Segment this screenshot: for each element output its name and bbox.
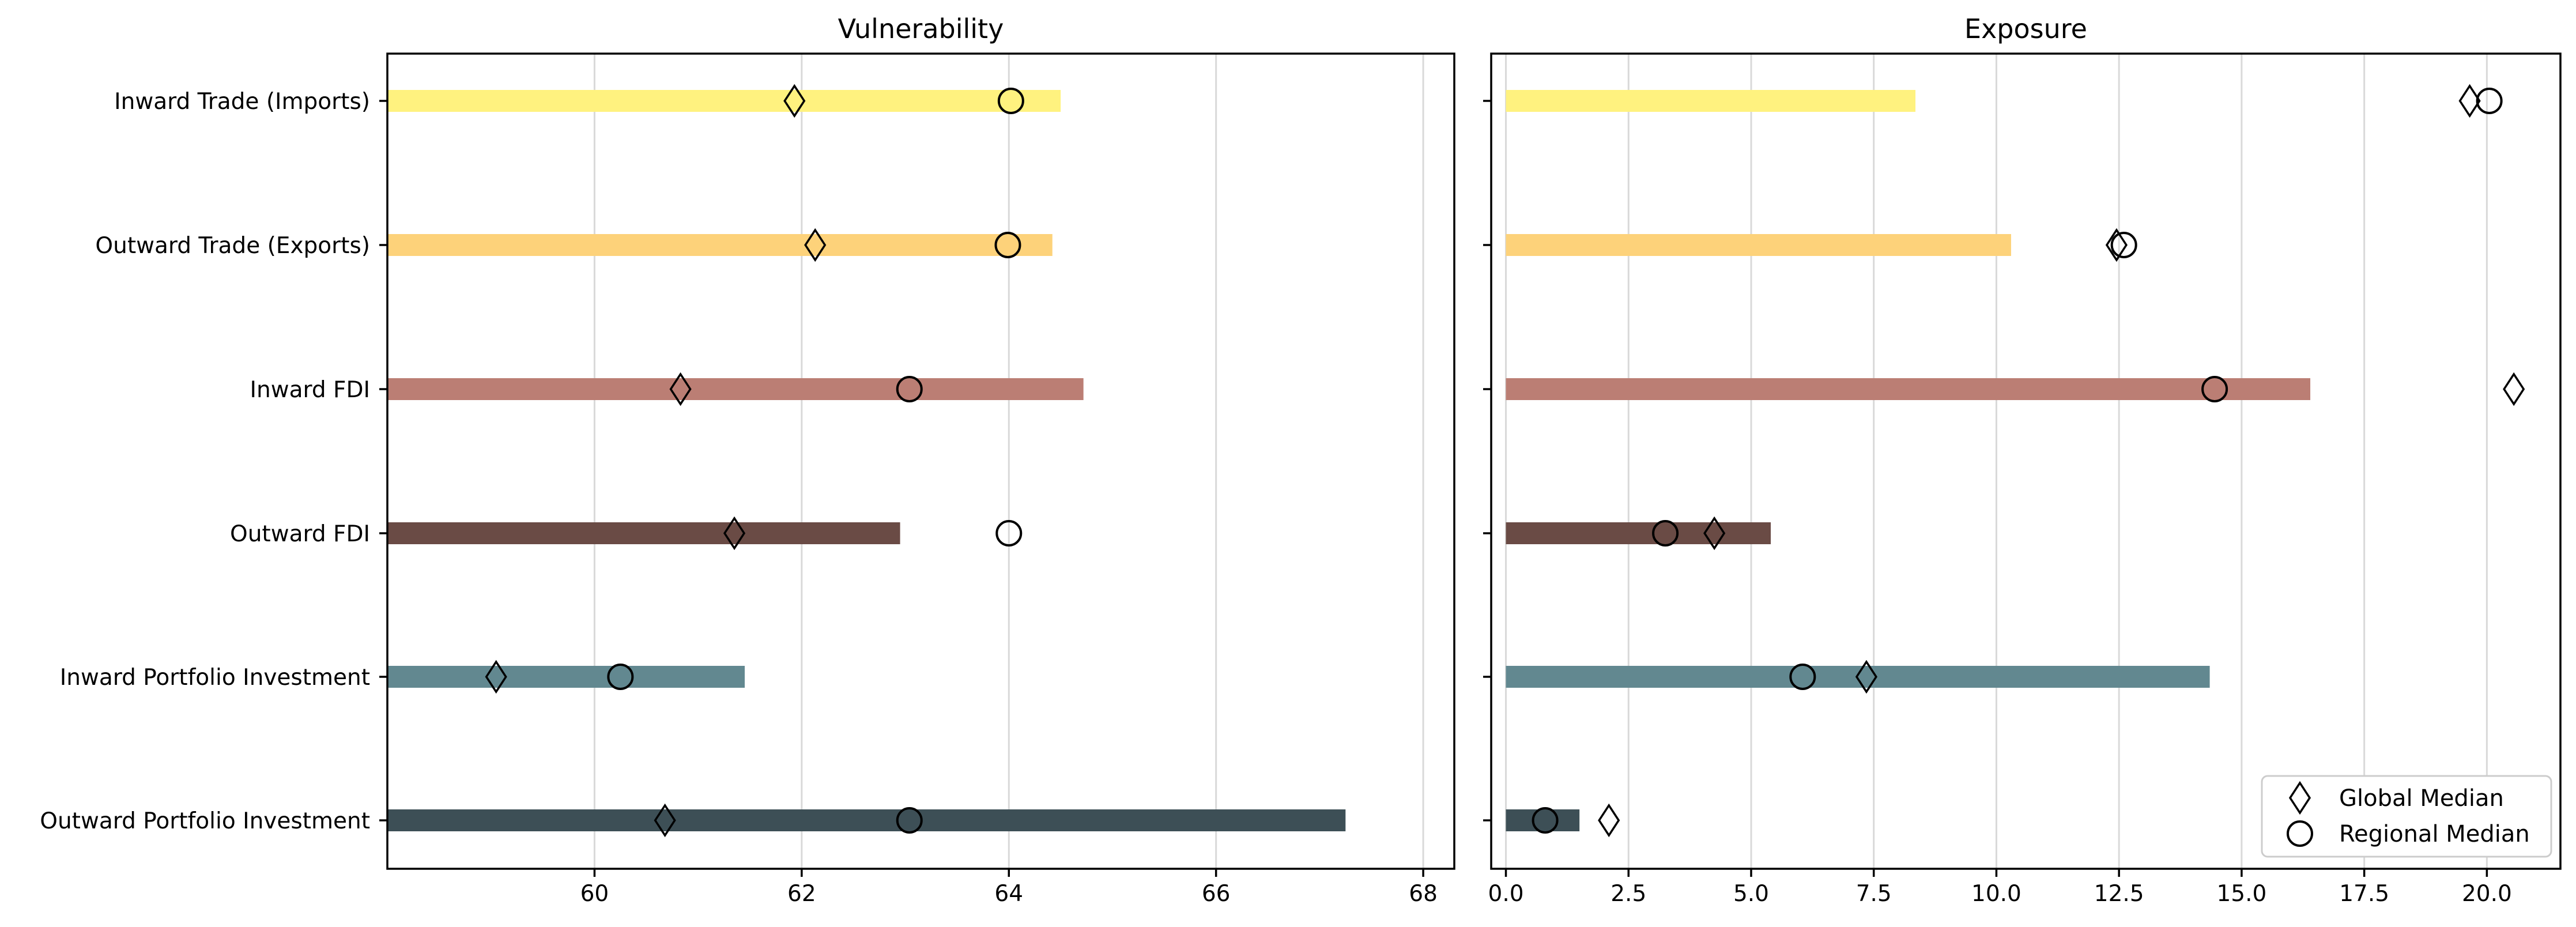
- global-median-marker: [1598, 803, 1620, 838]
- global-median-marker: [2458, 84, 2481, 118]
- panel-vulnerability: 60 62 64 66 68 Inward Trade (Imports) Outward …: [40, 13, 1455, 907]
- y-tick-label: Outward Portfolio Investment: [40, 808, 370, 834]
- regional-median-marker: [997, 88, 1024, 114]
- axes-frame: [386, 52, 1455, 870]
- legend-diamond-marker: [2288, 781, 2311, 815]
- bar-inward-trade-imports: [1506, 90, 1916, 112]
- global-median-marker: [783, 84, 806, 118]
- bar-inward-fdi: [1506, 378, 2311, 400]
- x-tick-label: 66: [1202, 881, 1231, 907]
- global-median-marker: [723, 516, 746, 551]
- regional-median-marker: [2201, 376, 2228, 402]
- legend-label: Regional Median: [2339, 821, 2530, 847]
- x-tick-label: 15.0: [2216, 881, 2266, 907]
- legend-label: Global Median: [2339, 785, 2504, 812]
- regional-median-marker: [1532, 807, 1559, 834]
- panel-title: Exposure: [1964, 13, 2087, 44]
- x-tick-label: 60: [580, 881, 609, 907]
- global-median-marker: [654, 803, 676, 838]
- bar-inward-portfolio-investment: [1506, 666, 2210, 688]
- x-tick-label: 7.5: [1856, 881, 1892, 907]
- global-median-marker: [485, 660, 507, 694]
- bar-inward-portfolio-investment: [387, 666, 745, 688]
- x-tick-label: 17.5: [2339, 881, 2389, 907]
- panel-exposure: 0.0 2.5 5.0 7.5 10.0 12.5 15.0 17.5 20.0 Exposure: [1483, 13, 2562, 907]
- x-tick-label: 12.5: [2094, 881, 2144, 907]
- y-tick-label: Outward Trade (Exports): [95, 233, 370, 259]
- x-tick-label: 64: [994, 881, 1023, 907]
- global-median-marker: [669, 372, 692, 406]
- panel-title: Vulnerability: [838, 13, 1004, 44]
- y-tick-label: Inward Trade (Imports): [114, 89, 370, 115]
- regional-median-marker: [1789, 664, 1816, 690]
- x-tick-label: 10.0: [1971, 881, 2021, 907]
- bar-outward-fdi: [387, 522, 900, 544]
- bar-outward-trade-exports: [1506, 234, 2011, 256]
- y-tick-label: Inward FDI: [250, 377, 370, 403]
- global-median-marker: [2503, 372, 2525, 406]
- global-median-marker: [804, 228, 827, 262]
- global-median-marker: [1703, 516, 1726, 551]
- legend-box: [2261, 775, 2552, 858]
- axes-frame: [1490, 52, 2562, 870]
- regional-median-marker: [994, 232, 1021, 258]
- bar-outward-portfolio-investment: [387, 809, 1346, 831]
- x-tick-label: 20.0: [2462, 881, 2512, 907]
- global-median-marker: [1855, 660, 1878, 694]
- legend: Global Median Regional Median: [2261, 775, 2552, 858]
- x-tick-label: 5.0: [1733, 881, 1769, 907]
- y-tick-label: Outward FDI: [230, 521, 370, 547]
- regional-median-marker: [2110, 232, 2137, 258]
- bar-inward-trade-imports: [387, 90, 1061, 112]
- x-tick-label: 2.5: [1611, 881, 1646, 907]
- x-tick-label: 62: [787, 881, 816, 907]
- global-median-marker: [2105, 228, 2128, 262]
- bar-outward-trade-exports: [387, 234, 1053, 256]
- regional-median-marker: [995, 520, 1023, 547]
- x-tick-label: 0.0: [1488, 881, 1524, 907]
- regional-median-marker: [607, 664, 634, 690]
- legend-circle-marker: [2287, 820, 2313, 847]
- bar-outward-fdi: [1506, 522, 1771, 544]
- regional-median-marker: [1652, 520, 1679, 547]
- bar-outward-portfolio-investment: [1506, 809, 1580, 831]
- bar-inward-fdi: [387, 378, 1084, 400]
- regional-median-marker: [896, 807, 923, 834]
- x-tick-label: 68: [1409, 881, 1438, 907]
- chart-panels: 60 62 64 66 68 Inward Trade (Imports) Outward …: [40, 13, 2562, 907]
- regional-median-marker: [896, 376, 923, 402]
- regional-median-marker: [2476, 88, 2503, 114]
- y-tick-label: Inward Portfolio Investment: [60, 665, 370, 691]
